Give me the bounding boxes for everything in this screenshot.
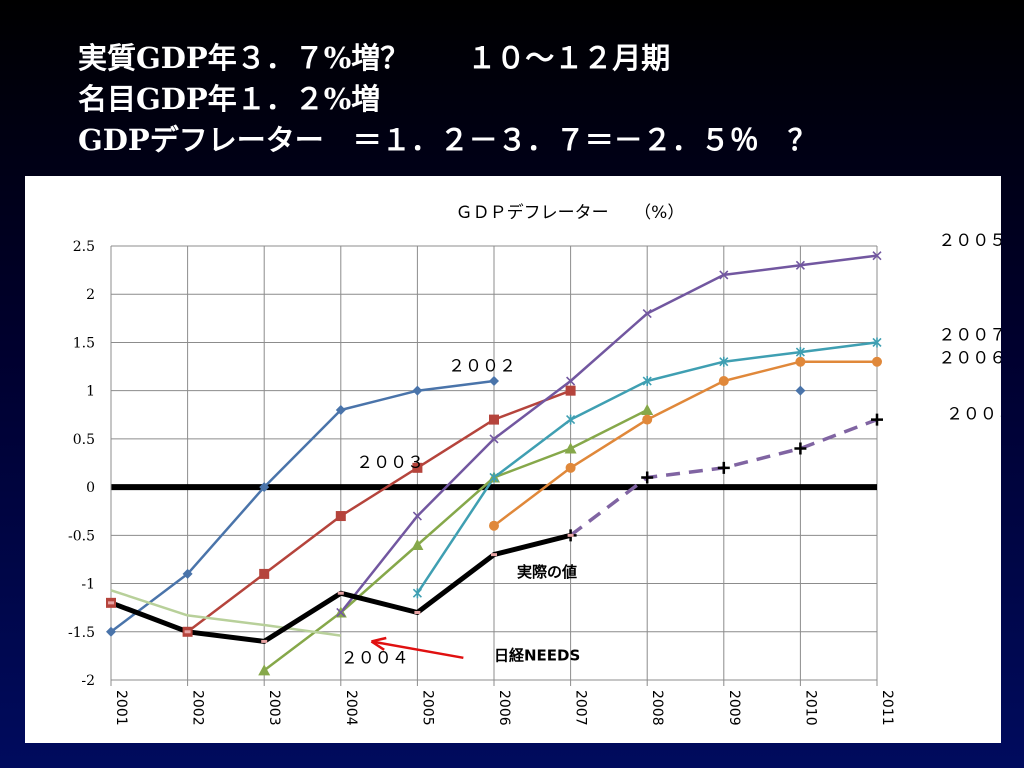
data-point [641,471,654,484]
arrow-icon [371,640,464,660]
title-line-3: GDPデフレーター ＝１．２－３．７＝－２．５％ ？ [78,123,817,157]
x-tick-label: 2001 [113,690,129,726]
series-label: 日経NEEDS [494,647,580,665]
data-point [795,356,806,367]
series-label: ２００５ [938,231,1001,251]
data-point [489,376,499,387]
data-point [565,385,576,396]
x-tick-label: 2004 [343,690,359,726]
data-point [335,404,346,415]
data-point [258,664,271,676]
data-point [489,472,499,483]
series-label: ２００４ [341,649,409,669]
x-tick-label: 2007 [573,690,589,726]
y-tick-label: 0 [86,480,95,496]
title-line-2: 名目GDP年１．２%増 [78,82,381,116]
data-point [565,462,576,473]
data-point [412,385,423,396]
x-tick-label: 2005 [419,690,435,726]
data-point [411,538,424,550]
data-point [719,270,729,280]
series-line [339,254,878,614]
data-point [412,462,423,473]
x-tick-label: 2008 [649,690,665,726]
x-tick-label: 2011 [879,690,895,726]
series-label: 実際の値 [517,563,577,581]
series-label: ２００２ [448,356,516,376]
data-point [642,414,653,425]
x-tick-label: 2009 [726,690,742,726]
data-point [412,588,422,599]
y-tick-label: 2.5 [73,239,95,255]
data-point [795,347,805,358]
data-point [718,376,729,387]
data-point [259,568,270,579]
data-point [872,251,882,261]
y-tick-label: 1 [86,384,95,400]
series-label: ２００８ [946,405,1001,425]
series-line [110,589,341,637]
y-tick-label: 1.5 [73,335,95,351]
x-tick-label: 2003 [266,690,282,726]
data-point [336,607,346,618]
gdp-deflator-chart: ＧＤＰデフレーター （%） 2.5 2 1.5 1 0.5 0 -0.5 -1 -1.5 -2 20… [68,202,1001,726]
data-point [872,337,882,348]
data-point [642,308,652,319]
data-point [182,568,193,579]
data-point [564,442,577,454]
x-tick-label: 2006 [496,690,512,726]
y-tick-label: -0.5 [68,528,95,544]
data-point [259,482,270,493]
data-point [717,461,730,474]
chart-panel: ＧＤＰデフレーター （%） 2.5 2 1.5 1 0.5 0 -0.5 -1 -1.5 -2 20… [25,176,1001,743]
arrow-head-icon [370,636,387,651]
data-point [489,414,499,425]
series-label: ２００６ [938,349,1001,369]
data-point [871,413,883,426]
data-point [794,442,807,455]
data-point [795,385,806,396]
series-line [263,408,648,672]
data-point [489,520,499,531]
series-label: ２００７ [938,326,1001,346]
data-point [106,626,116,637]
data-point [641,403,654,415]
data-point [566,414,576,425]
y-tick-label: 2 [86,287,95,303]
chart-title: ＧＤＰデフレーター （%） [456,202,685,223]
data-point [642,376,652,387]
data-point [719,356,729,367]
y-tick-label: -1 [81,577,95,593]
slide-title: 実質GDP年３．７%増？ １０～１２月期 名目GDP年１．２%増 GDPデフレー… [78,38,817,161]
y-tick-label: 0.5 [73,432,95,448]
y-tick-label: -1.5 [68,625,95,641]
series-line [493,360,877,527]
data-point [335,511,346,522]
series-line [110,379,495,633]
x-tick-label: 2010 [802,690,818,726]
x-tick-label: 2002 [190,690,206,726]
data-point [872,356,882,367]
y-tick-label: -2 [81,673,95,689]
data-point [566,376,576,386]
data-point [412,511,422,521]
data-point [489,434,499,444]
data-point [795,260,805,270]
series-label: ２００３ [356,453,424,473]
title-line-1: 実質GDP年３．７%増？ １０～１２月期 [78,41,671,75]
